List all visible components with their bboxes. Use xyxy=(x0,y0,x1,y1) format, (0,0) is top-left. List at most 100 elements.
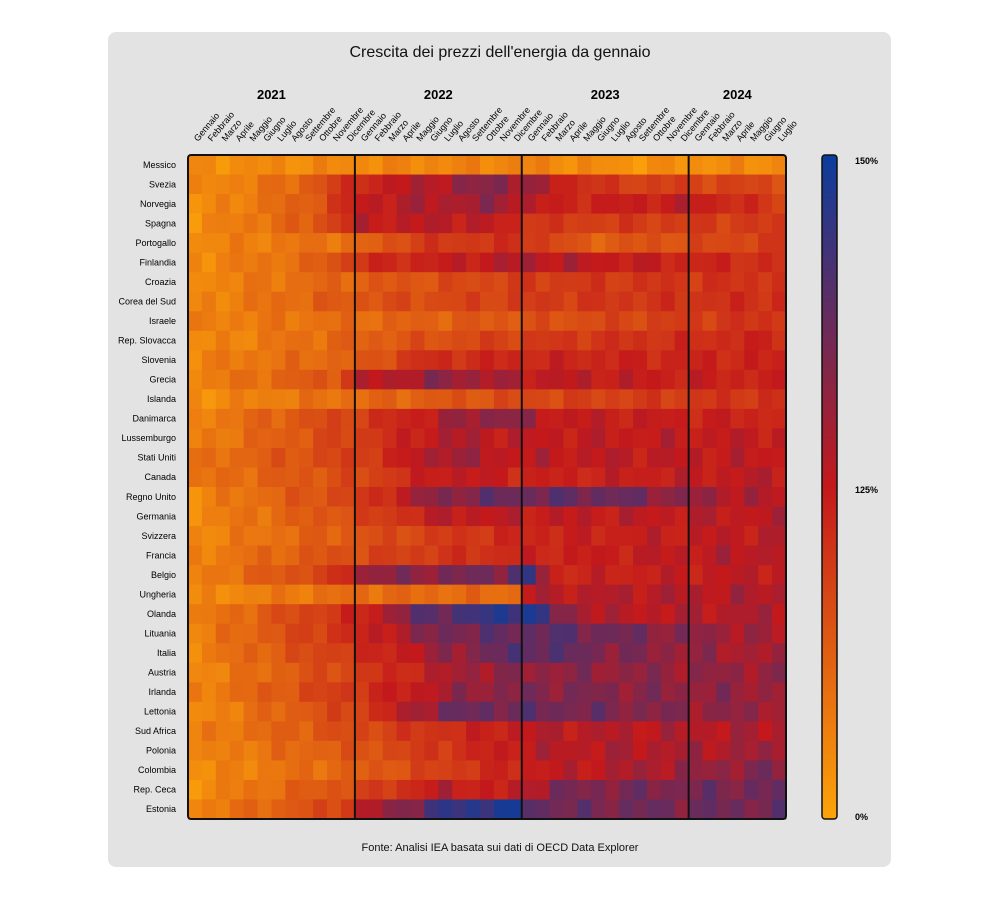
heatmap-cell xyxy=(507,233,523,254)
heatmap-cell xyxy=(466,565,481,586)
heatmap-cell xyxy=(466,740,481,761)
heatmap-cell xyxy=(549,565,564,586)
heatmap-cell xyxy=(772,721,787,742)
heatmap-cell xyxy=(730,526,745,546)
heatmap-cell xyxy=(340,467,356,488)
heatmap-cell xyxy=(299,643,314,664)
heatmap-cell xyxy=(215,701,231,722)
heatmap-cell xyxy=(480,565,495,586)
heatmap-cell xyxy=(201,447,217,468)
heatmap-cell xyxy=(452,701,467,722)
heatmap-cell xyxy=(577,233,592,254)
heatmap-cell xyxy=(702,311,717,332)
heatmap-cell xyxy=(382,447,398,468)
heatmap-cell xyxy=(466,213,481,234)
heatmap-cell xyxy=(410,584,425,605)
row-label: Polonia xyxy=(146,746,176,756)
heatmap-cell xyxy=(521,740,537,761)
heatmap-cell xyxy=(549,291,564,312)
heatmap-cell xyxy=(438,506,453,527)
heatmap-cell xyxy=(577,467,592,488)
heatmap-cell xyxy=(382,662,398,683)
heatmap-cell xyxy=(243,623,258,644)
heatmap-cell xyxy=(605,155,620,175)
heatmap-cell xyxy=(619,662,634,683)
heatmap-cell xyxy=(438,174,453,195)
heatmap-cell xyxy=(772,174,787,195)
heatmap-cell xyxy=(271,506,286,527)
heatmap-cell xyxy=(646,155,662,175)
heatmap-cell xyxy=(772,701,787,722)
heatmap-cell xyxy=(368,526,384,546)
heatmap-cell xyxy=(271,779,286,800)
heatmap-cell xyxy=(299,565,314,586)
heatmap-cell xyxy=(549,799,564,820)
heatmap-cell xyxy=(452,467,467,488)
heatmap-cell xyxy=(410,701,425,722)
heatmap-cell xyxy=(605,584,620,605)
heatmap-cell xyxy=(396,252,411,273)
heatmap-cell xyxy=(730,682,745,703)
heatmap-cell xyxy=(466,194,481,214)
heatmap-cell xyxy=(215,369,231,390)
heatmap-cell xyxy=(215,584,231,605)
heatmap-cell xyxy=(716,701,731,722)
heatmap-cell xyxy=(744,779,759,800)
heatmap-cell xyxy=(521,447,537,468)
heatmap-cell xyxy=(466,155,481,175)
heatmap-cell xyxy=(215,467,231,488)
heatmap-cell xyxy=(758,487,773,507)
heatmap-cell xyxy=(577,252,592,273)
heatmap-cell xyxy=(619,213,634,234)
heatmap-cell xyxy=(633,565,648,586)
heatmap-cell xyxy=(744,174,759,195)
heatmap-cell xyxy=(577,369,592,390)
heatmap-cell xyxy=(758,467,773,488)
heatmap-cell xyxy=(688,740,703,761)
heatmap-cell xyxy=(549,760,564,781)
heatmap-cell xyxy=(730,662,745,683)
heatmap-cell xyxy=(674,233,690,254)
heatmap-cell xyxy=(702,506,717,527)
heatmap-cell xyxy=(730,291,745,312)
heatmap-cell xyxy=(271,155,286,175)
heatmap-cell xyxy=(382,233,398,254)
heatmap-cell xyxy=(702,408,717,429)
heatmap-cell xyxy=(257,545,272,566)
heatmap-cell xyxy=(327,389,342,410)
heatmap-cell xyxy=(229,506,245,527)
heatmap-cell xyxy=(646,760,662,781)
heatmap-cell xyxy=(257,291,272,312)
heatmap-cell xyxy=(466,662,481,683)
heatmap-cell xyxy=(549,584,564,605)
heatmap-cell xyxy=(201,740,217,761)
heatmap-cell xyxy=(549,701,564,722)
heatmap-cell xyxy=(633,760,648,781)
heatmap-cell xyxy=(507,194,523,214)
heatmap-cell xyxy=(507,369,523,390)
heatmap-cell xyxy=(410,389,425,410)
heatmap-cell xyxy=(327,760,342,781)
heatmap-cell xyxy=(493,623,509,644)
heatmap-cell xyxy=(327,565,342,586)
heatmap-cell xyxy=(633,330,648,351)
heatmap-cell xyxy=(368,330,384,351)
heatmap-cell xyxy=(758,799,773,820)
heatmap-cell xyxy=(563,799,578,820)
heatmap-cell xyxy=(327,408,342,429)
heatmap-cell xyxy=(591,408,606,429)
heatmap-cell xyxy=(327,662,342,683)
heatmap-cell xyxy=(535,155,550,175)
heatmap-cell xyxy=(521,467,537,488)
heatmap-cell xyxy=(424,740,439,761)
heatmap-cell xyxy=(243,213,258,234)
heatmap-cell xyxy=(382,428,398,449)
heatmap-cell xyxy=(480,506,495,527)
heatmap-cell xyxy=(396,428,411,449)
heatmap-cell xyxy=(243,740,258,761)
heatmap-cell xyxy=(438,760,453,781)
heatmap-cell xyxy=(396,701,411,722)
heatmap-cell xyxy=(452,682,467,703)
heatmap-cell xyxy=(271,701,286,722)
heatmap-cell xyxy=(591,584,606,605)
